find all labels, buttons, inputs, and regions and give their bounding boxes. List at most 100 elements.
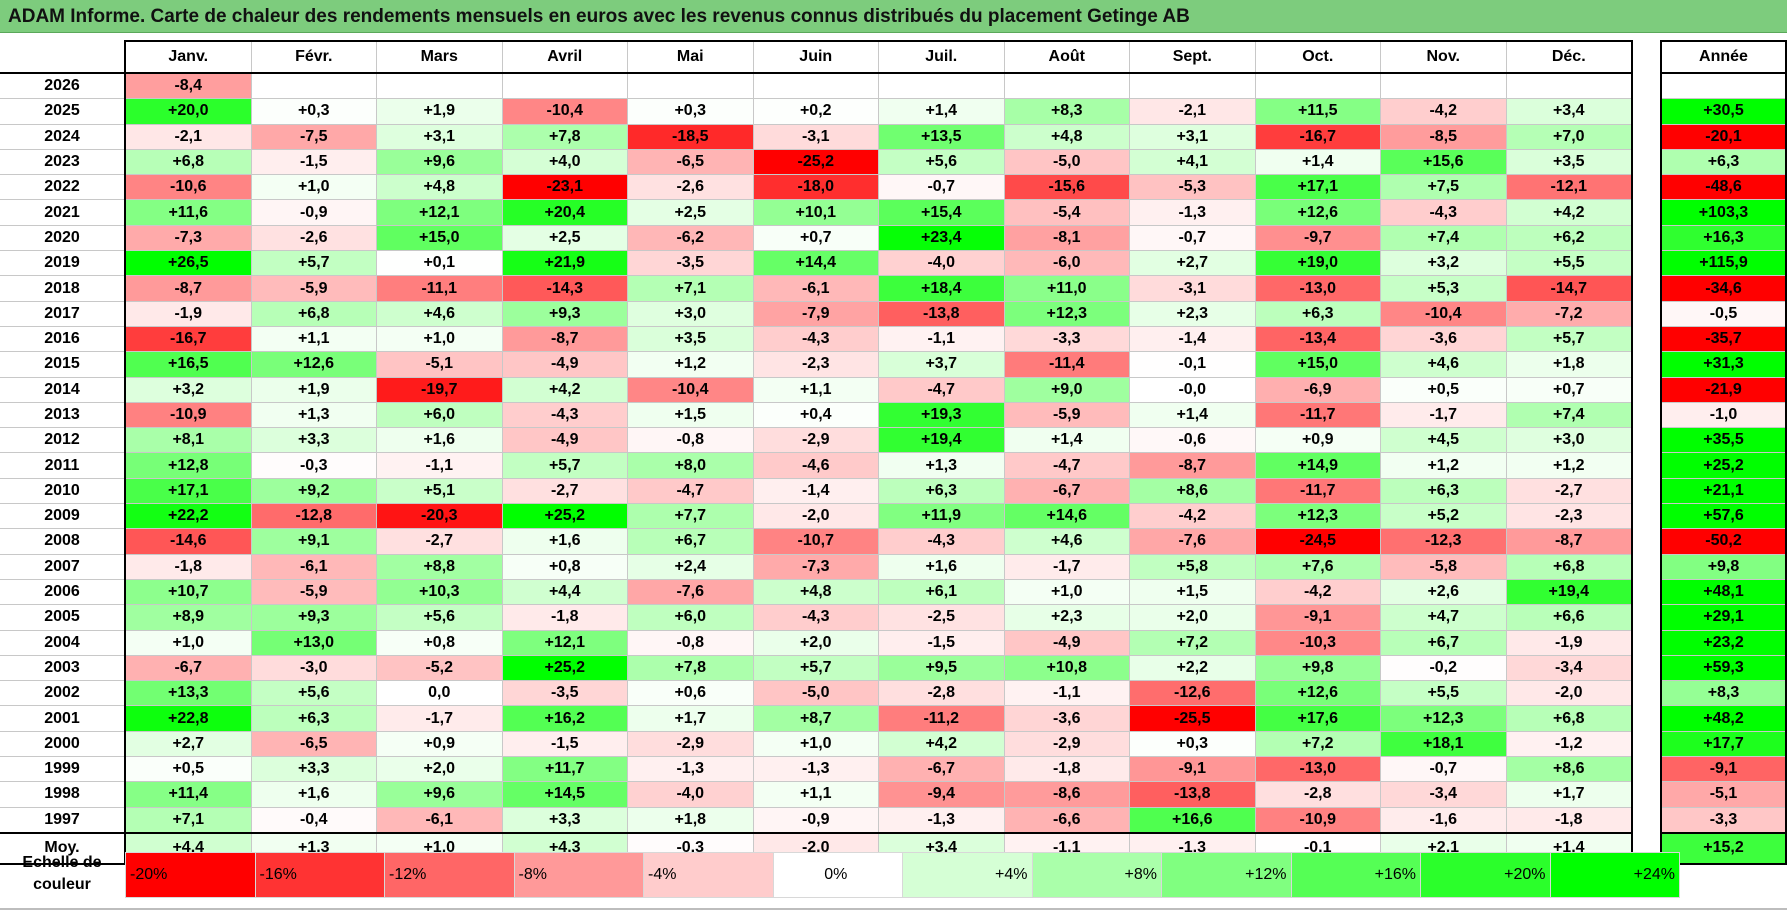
heat-cell: -6,6 bbox=[1003, 806, 1130, 834]
heat-cell: +7,8 bbox=[627, 654, 754, 682]
year-row: 2010 +17,1 +9,2 +5,1 -2,7 -4,7 -1,4 +6,3 -6,7 +8,… bbox=[0, 477, 1633, 505]
heat-cell: -9,7 bbox=[1254, 224, 1381, 252]
heat-cell: -8,7 bbox=[1129, 452, 1256, 479]
heat-cell: +11,7 bbox=[501, 756, 628, 783]
heat-cell: -11,7 bbox=[1254, 477, 1381, 505]
heat-cell: -1,3 bbox=[878, 806, 1005, 834]
heat-cell: -7,9 bbox=[752, 300, 879, 327]
year-label: 2002 bbox=[0, 680, 126, 707]
bottom-divider bbox=[0, 908, 1787, 910]
heat-cell: +23,4 bbox=[878, 224, 1005, 252]
heat-cell: +4,1 bbox=[1129, 148, 1256, 176]
heat-cell: -2,8 bbox=[1254, 781, 1381, 808]
heat-cell: +3,2 bbox=[124, 376, 252, 403]
heat-cell: -1,5 bbox=[250, 148, 377, 176]
heat-cell: +5,7 bbox=[1505, 325, 1633, 353]
heat-cell: -2,5 bbox=[878, 604, 1005, 631]
heat-cell: -24,5 bbox=[1254, 528, 1381, 555]
month-header: Mai bbox=[627, 40, 754, 74]
year-row: 2013 -10,9 +1,3 +6,0 -4,3 +1,5 +0,4 +19,3 -5,9 +1… bbox=[0, 401, 1633, 429]
heat-cell: -2,1 bbox=[1129, 98, 1256, 125]
heat-cell: -7,5 bbox=[250, 123, 377, 150]
heat-cell: +8,9 bbox=[124, 604, 252, 631]
annual-cell: -3,3 bbox=[1660, 806, 1787, 834]
heat-cell bbox=[627, 72, 754, 100]
year-label: 2016 bbox=[0, 325, 126, 353]
heat-cell: +6,7 bbox=[627, 528, 754, 555]
heat-cell: -0,7 bbox=[878, 174, 1005, 201]
heat-cell: -1,2 bbox=[1505, 730, 1633, 758]
heat-cell: -3,5 bbox=[501, 680, 628, 707]
heat-cell: -8,7 bbox=[124, 275, 252, 302]
heat-cell: -9,1 bbox=[1254, 604, 1381, 631]
year-row: 2012 +8,1 +3,3 +1,6 -4,9 -0,8 -2,9 +19,4 +1,4 -0,… bbox=[0, 427, 1633, 454]
heat-cell: +1,4 bbox=[878, 98, 1005, 125]
heat-cell: +14,4 bbox=[752, 250, 879, 277]
month-header: Avril bbox=[501, 40, 628, 74]
annual-cell: -50,2 bbox=[1660, 528, 1787, 555]
year-label: 2010 bbox=[0, 477, 126, 505]
heat-cell: -15,6 bbox=[1003, 174, 1130, 201]
year-row: 2016 -16,7 +1,1 +1,0 -8,7 +3,5 -4,3 -1,1 -3,3 -1,… bbox=[0, 325, 1633, 353]
heat-cell: +5,2 bbox=[1380, 503, 1507, 530]
heat-cell: -6,2 bbox=[627, 224, 754, 252]
heat-cell: +6,3 bbox=[250, 705, 377, 732]
heat-cell: -1,4 bbox=[752, 477, 879, 505]
annual-cell: +23,2 bbox=[1660, 629, 1787, 656]
heat-cell: -2,0 bbox=[1505, 680, 1633, 707]
year-label: 2014 bbox=[0, 376, 126, 403]
heat-cell: +1,3 bbox=[878, 452, 1005, 479]
heat-cell: -10,7 bbox=[752, 528, 879, 555]
heat-cell: -14,3 bbox=[501, 275, 628, 302]
heat-cell: -12,3 bbox=[1380, 528, 1507, 555]
heat-cell: -6,7 bbox=[1003, 477, 1130, 505]
heat-cell: +19,3 bbox=[878, 401, 1005, 429]
annual-cell: +48,2 bbox=[1660, 705, 1787, 732]
year-label: 2023 bbox=[0, 148, 126, 176]
heat-cell: -10,4 bbox=[501, 98, 628, 125]
heat-cell: -1,6 bbox=[1380, 806, 1507, 834]
average-label: Moy. bbox=[0, 831, 126, 865]
year-row: 2006 +10,7 -5,9 +10,3 +4,4 -7,6 +4,8 +6,1 +1,0 +1… bbox=[0, 578, 1633, 606]
heat-cell: -16,7 bbox=[1254, 123, 1381, 150]
heat-cell: +12,3 bbox=[1254, 503, 1381, 530]
heat-cell: -1,5 bbox=[501, 730, 628, 758]
heat-cell bbox=[752, 72, 879, 100]
heat-cell: +3,5 bbox=[1505, 148, 1633, 176]
heat-cell: +12,1 bbox=[501, 629, 628, 656]
year-label: 2017 bbox=[0, 300, 126, 327]
heat-cell bbox=[1505, 72, 1633, 100]
annual-cell: +35,5 bbox=[1660, 427, 1787, 454]
heat-cell: -0,3 bbox=[250, 452, 377, 479]
heat-cell: +9,8 bbox=[1254, 654, 1381, 682]
color-scale: -20% -16% -12% -8% -4% 0% +4% +8% +12% +16% +20% +2… bbox=[125, 852, 1680, 898]
heat-cell: -6,1 bbox=[376, 806, 503, 834]
heat-cell: +0,3 bbox=[1129, 730, 1256, 758]
heat-cell: +12,1 bbox=[376, 199, 503, 226]
heat-cell: +4,8 bbox=[376, 174, 503, 201]
heat-cell: -7,3 bbox=[752, 553, 879, 580]
heat-cell: -8,7 bbox=[501, 325, 628, 353]
heat-cell: -10,4 bbox=[1380, 300, 1507, 327]
heat-cell: -1,8 bbox=[124, 553, 252, 580]
heat-cell: -11,7 bbox=[1254, 401, 1381, 429]
heat-cell: +5,5 bbox=[1380, 680, 1507, 707]
heat-cell: +2,2 bbox=[1129, 654, 1256, 682]
heat-cell: -3,6 bbox=[1003, 705, 1130, 732]
heat-cell: +14,5 bbox=[501, 781, 628, 808]
year-row: 2024 -2,1 -7,5 +3,1 +7,8 -18,5 -3,1 +13,5 +4,8 +3… bbox=[0, 123, 1633, 150]
year-label: 2019 bbox=[0, 250, 126, 277]
heat-cell: +6,8 bbox=[1505, 553, 1633, 580]
year-label: 2021 bbox=[0, 199, 126, 226]
year-label: 2011 bbox=[0, 452, 126, 479]
heat-cell: -5,9 bbox=[250, 275, 377, 302]
heat-cell: +15,4 bbox=[878, 199, 1005, 226]
heat-cell: -2,8 bbox=[878, 680, 1005, 707]
heat-cell: +4,8 bbox=[752, 578, 879, 606]
annual-cell: +30,5 bbox=[1660, 98, 1787, 125]
heat-cell: +2,0 bbox=[752, 629, 879, 656]
heat-cell bbox=[1129, 72, 1256, 100]
year-row: 2015 +16,5 +12,6 -5,1 -4,9 +1,2 -2,3 +3,7 -11,4-… bbox=[0, 351, 1633, 378]
heat-cell bbox=[1254, 72, 1381, 100]
heat-cell: +1,4 bbox=[1003, 427, 1130, 454]
